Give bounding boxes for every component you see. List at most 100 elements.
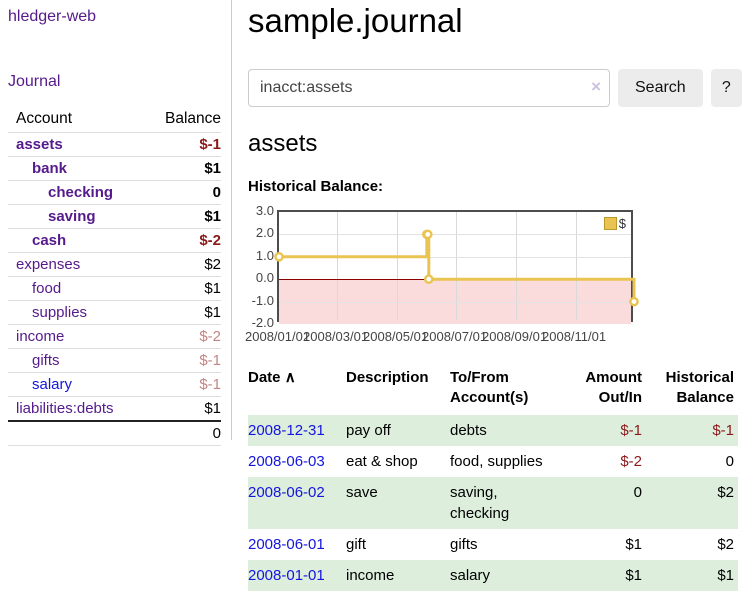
account-balance: $1 bbox=[141, 205, 221, 229]
column-header-description: Description bbox=[346, 366, 450, 415]
search-button[interactable]: Search bbox=[618, 69, 703, 107]
account-balance: $-2 bbox=[141, 325, 221, 349]
account-link-expenses[interactable]: expenses bbox=[16, 256, 80, 273]
account-row-gifts: gifts $-1 bbox=[8, 349, 221, 373]
account-balance: $-1 bbox=[141, 133, 221, 157]
data-point-marker bbox=[425, 276, 432, 283]
account-balance: $2 bbox=[141, 253, 221, 277]
account-balance: $-1 bbox=[141, 349, 221, 373]
x-axis-tick-label: 2008/09/01 bbox=[482, 329, 546, 344]
transaction-amount: $-2 bbox=[558, 446, 642, 477]
account-row-assets: assets $-1 bbox=[8, 133, 221, 157]
account-title: assets bbox=[248, 130, 742, 158]
account-balance: $-2 bbox=[141, 229, 221, 253]
transaction-amount: $-1 bbox=[558, 415, 642, 446]
account-row-checking: checking 0 bbox=[8, 181, 221, 205]
account-row-cash: cash $-2 bbox=[8, 229, 221, 253]
page-title: sample.journal bbox=[248, 2, 742, 40]
x-axis-tick-label: 2008/07/01 bbox=[422, 329, 486, 344]
transaction-description: pay off bbox=[346, 415, 450, 446]
transaction-balance: $1 bbox=[642, 560, 738, 591]
x-axis-tick-label: 2008/05/01 bbox=[363, 329, 427, 344]
transaction-amount: $1 bbox=[558, 529, 642, 560]
transaction-accounts: salary bbox=[450, 560, 558, 591]
transaction-balance: $-1 bbox=[642, 415, 738, 446]
sort-ascending-icon: ∧ bbox=[285, 369, 296, 386]
column-header-balance: Historical Balance bbox=[642, 366, 738, 415]
chart-section-label: Historical Balance: bbox=[248, 178, 742, 195]
account-row-supplies: supplies $1 bbox=[8, 301, 221, 325]
account-link-checking[interactable]: checking bbox=[48, 184, 113, 201]
account-link-salary[interactable]: salary bbox=[32, 376, 72, 393]
account-balance: $-1 bbox=[141, 373, 221, 397]
account-balance: 0 bbox=[141, 181, 221, 205]
transaction-description: save bbox=[346, 477, 450, 529]
transaction-accounts: saving, checking bbox=[450, 477, 558, 529]
account-row-liabilities-debts: liabilities:debts $1 bbox=[8, 397, 221, 422]
account-link-income[interactable]: income bbox=[16, 328, 64, 345]
transaction-date-link[interactable]: 2008-06-01 bbox=[248, 536, 325, 553]
transaction-balance: 0 bbox=[642, 446, 738, 477]
accounts-column-header: Account bbox=[8, 106, 141, 133]
account-row-food: food $1 bbox=[8, 277, 221, 301]
transaction-accounts: gifts bbox=[450, 529, 558, 560]
search-form: × Search ? bbox=[248, 69, 742, 107]
account-link-supplies[interactable]: supplies bbox=[32, 304, 87, 321]
transaction-amount: $1 bbox=[558, 560, 642, 591]
y-axis-tick-label: -2.0 bbox=[248, 315, 274, 330]
y-axis-tick-label: 3.0 bbox=[248, 203, 274, 218]
account-link-food[interactable]: food bbox=[32, 280, 61, 297]
transaction-balance: $2 bbox=[642, 529, 738, 560]
search-input[interactable] bbox=[248, 69, 610, 107]
transaction-description: eat & shop bbox=[346, 446, 450, 477]
transaction-date-link[interactable]: 2008-01-01 bbox=[248, 567, 325, 584]
register-header-row: Date ∧ Description To/From Account(s) Am… bbox=[248, 366, 738, 415]
account-link-cash[interactable]: cash bbox=[32, 232, 66, 249]
account-link-bank[interactable]: bank bbox=[32, 160, 67, 177]
register-row: 2008-06-03 eat & shop food, supplies $-2… bbox=[248, 446, 738, 477]
brand-link[interactable]: hledger-web bbox=[8, 8, 221, 26]
register-table: Date ∧ Description To/From Account(s) Am… bbox=[248, 366, 738, 591]
data-point-marker bbox=[275, 253, 282, 260]
transaction-amount: 0 bbox=[558, 477, 642, 529]
account-balance: $1 bbox=[141, 301, 221, 325]
sidebar-item-journal[interactable]: Journal bbox=[8, 73, 221, 91]
accounts-total-row: 0 bbox=[8, 421, 221, 446]
data-point-marker bbox=[424, 231, 431, 238]
account-row-bank: bank $1 bbox=[8, 157, 221, 181]
clear-search-icon[interactable]: × bbox=[591, 78, 601, 95]
balance-column-header: Balance bbox=[141, 106, 221, 133]
sidebar: hledger-web Journal Account Balance asse… bbox=[0, 0, 232, 440]
transaction-date-link[interactable]: 2008-06-03 bbox=[248, 453, 325, 470]
chart-plot-area: $ bbox=[277, 210, 633, 322]
account-link-liabilities-debts[interactable]: liabilities:debts bbox=[16, 400, 114, 417]
x-axis-tick-label: 2008/01/01 bbox=[245, 329, 309, 344]
transaction-description: gift bbox=[346, 529, 450, 560]
column-header-amount: Amount Out/In bbox=[558, 366, 642, 415]
transaction-date-link[interactable]: 2008-12-31 bbox=[248, 422, 325, 439]
account-balance: $1 bbox=[141, 397, 221, 422]
accounts-total-value: 0 bbox=[141, 421, 221, 446]
account-row-saving: saving $1 bbox=[8, 205, 221, 229]
account-balances-table: Account Balance assets $-1 bank $1 check… bbox=[8, 106, 221, 446]
x-axis-tick-label: 2008/03/01 bbox=[303, 329, 367, 344]
register-row: 2008-12-31 pay off debts $-1 $-1 bbox=[248, 415, 738, 446]
y-axis-tick-label: -1.0 bbox=[248, 293, 274, 308]
transaction-accounts: food, supplies bbox=[450, 446, 558, 477]
account-link-assets[interactable]: assets bbox=[16, 136, 63, 153]
column-header-accounts: To/From Account(s) bbox=[450, 366, 558, 415]
account-balance: $1 bbox=[141, 157, 221, 181]
column-header-date[interactable]: Date ∧ bbox=[248, 366, 346, 415]
register-row: 2008-06-01 gift gifts $1 $2 bbox=[248, 529, 738, 560]
transaction-description: income bbox=[346, 560, 450, 591]
account-link-gifts[interactable]: gifts bbox=[32, 352, 60, 369]
data-point-marker bbox=[630, 298, 637, 305]
y-axis-tick-label: 0.0 bbox=[248, 270, 274, 285]
account-link-saving[interactable]: saving bbox=[48, 208, 96, 225]
transaction-date-link[interactable]: 2008-06-02 bbox=[248, 484, 325, 501]
main-content: sample.journal × Search ? assets Histori… bbox=[248, 0, 742, 591]
register-row: 2008-01-01 income salary $1 $1 bbox=[248, 560, 738, 591]
help-button[interactable]: ? bbox=[711, 69, 742, 107]
account-row-income: income $-2 bbox=[8, 325, 221, 349]
transaction-balance: $2 bbox=[642, 477, 738, 529]
